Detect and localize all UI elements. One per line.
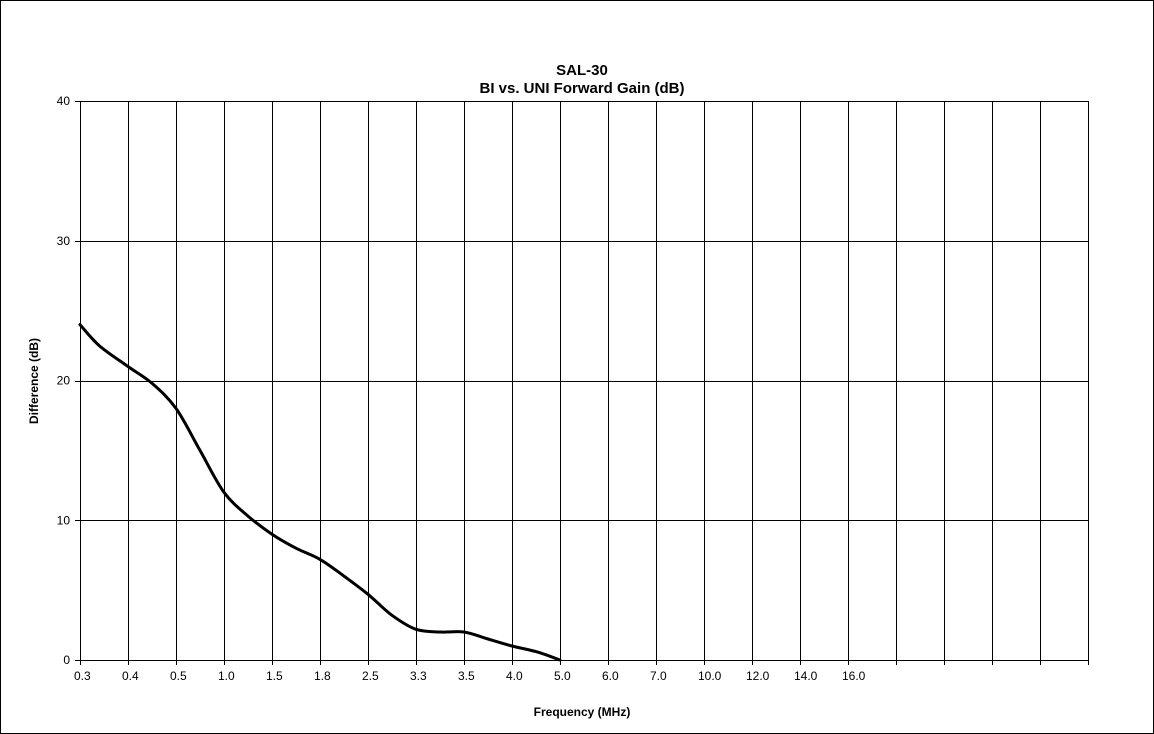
x-tick-label: 10.0 bbox=[698, 669, 722, 683]
x-tick-label: 6.0 bbox=[602, 669, 619, 683]
y-tick-label: 40 bbox=[57, 94, 71, 108]
series-line bbox=[78, 323, 562, 662]
x-tick-label: 7.0 bbox=[650, 669, 667, 683]
chart-subtitle: BI vs. UNI Forward Gain (dB) bbox=[479, 80, 684, 97]
x-tick-label: 1.8 bbox=[314, 669, 331, 683]
x-tick-label: 3.3 bbox=[410, 669, 427, 683]
x-tick-label: 16.0 bbox=[842, 669, 866, 683]
x-tick-label: 0.4 bbox=[122, 669, 139, 683]
tick-layer: 0 10 20 30 40 0.3 0.4 0.5 1.0 1.5 1.8 2.5 3.3 3.5 4.0 5… bbox=[57, 94, 866, 683]
y-tick-label: 10 bbox=[57, 513, 71, 527]
grid-layer bbox=[75, 101, 1089, 665]
y-tick-label: 20 bbox=[57, 374, 71, 388]
y-axis-label: Difference (dB) bbox=[27, 338, 41, 424]
x-tick-label: 4.0 bbox=[506, 669, 523, 683]
x-tick-label: 1.0 bbox=[218, 669, 235, 683]
x-tick-label: 0.5 bbox=[170, 669, 187, 683]
x-tick-label: 14.0 bbox=[794, 669, 818, 683]
x-tick-label: 0.3 bbox=[74, 669, 91, 683]
x-tick-label: 12.0 bbox=[746, 669, 770, 683]
x-tick-label: 3.5 bbox=[458, 669, 475, 683]
x-axis-label: Frequency (MHz) bbox=[534, 705, 631, 719]
x-tick-label: 5.0 bbox=[554, 669, 571, 683]
x-tick-label: 1.5 bbox=[266, 669, 283, 683]
series-layer bbox=[78, 323, 562, 662]
y-tick-label: 30 bbox=[57, 234, 71, 248]
chart-title: SAL-30 bbox=[556, 62, 608, 79]
y-tick-label: 0 bbox=[63, 653, 70, 667]
x-tick-label: 2.5 bbox=[362, 669, 379, 683]
